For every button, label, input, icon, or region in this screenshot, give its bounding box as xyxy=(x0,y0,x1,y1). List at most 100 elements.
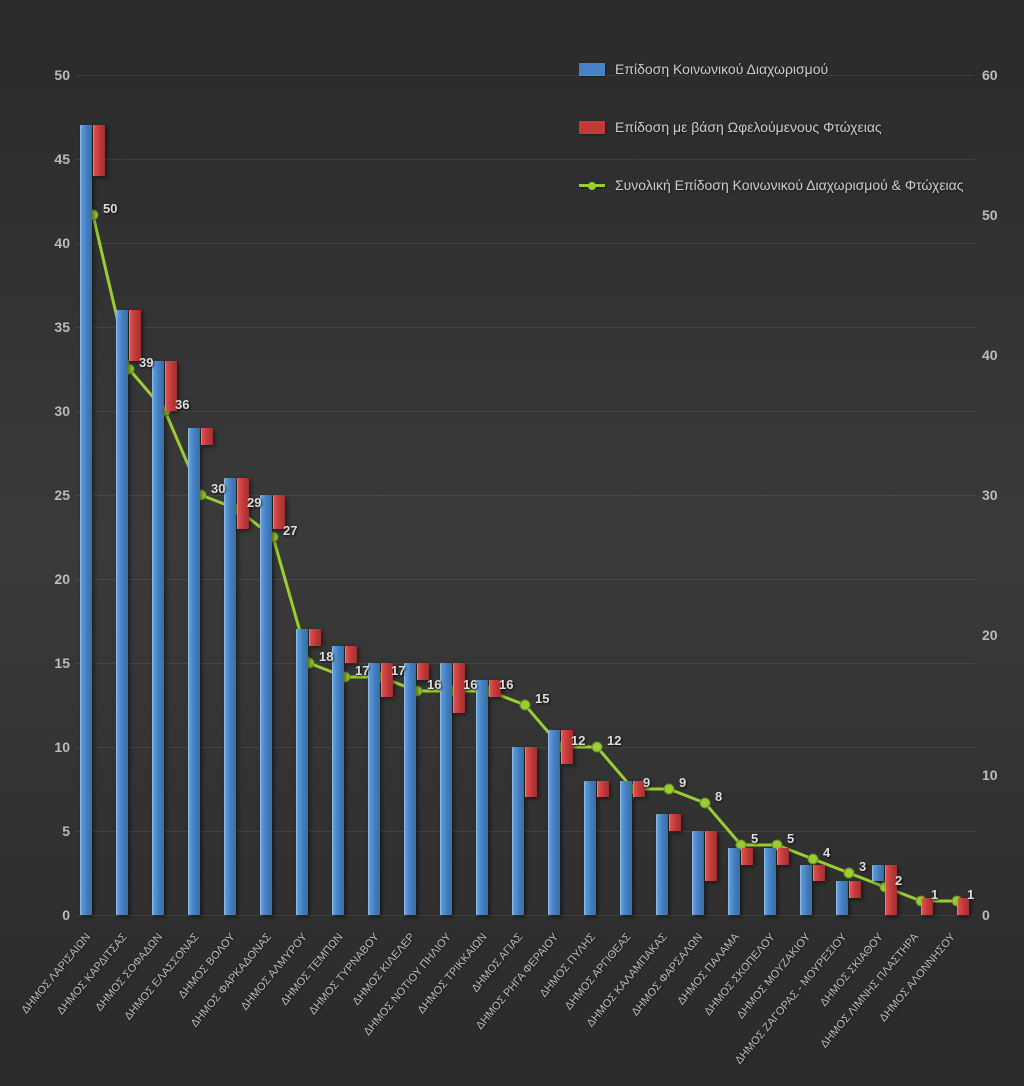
bar-red xyxy=(309,629,321,646)
x-axis-category: ΔΗΜΟΣ ΤΥΡΝΑΒΟΥ xyxy=(307,931,382,1017)
bar-group xyxy=(224,478,249,915)
bar-group xyxy=(260,495,285,915)
y-axis-tick-left: 30 xyxy=(40,403,70,419)
plot-area: 5039363029271817171616161512129985543211 xyxy=(75,75,975,915)
x-axis-category: ΔΗΜΟΣ ΦΑΡΣΑΛΩΝ xyxy=(630,931,706,1018)
y-axis-tick-left: 35 xyxy=(40,319,70,335)
bar-blue xyxy=(260,495,272,915)
bar-red xyxy=(345,646,357,663)
bar-group xyxy=(800,865,825,915)
bar-red xyxy=(129,310,141,360)
y-axis-tick-left: 20 xyxy=(40,571,70,587)
bar-group xyxy=(620,781,645,915)
x-axis-category: ΔΗΜΟΣ ΛΑΡΙΣΑΙΩΝ xyxy=(20,931,94,1016)
data-label: 16 xyxy=(499,677,513,692)
y-axis-tick-left: 25 xyxy=(40,487,70,503)
bar-group xyxy=(836,881,861,915)
bar-blue xyxy=(692,831,704,915)
bar-group xyxy=(728,848,753,915)
x-axis-category: ΔΗΜΟΣ ΣΚΙΑΘΟΥ xyxy=(818,931,886,1009)
grid-line xyxy=(75,159,975,160)
data-label: 50 xyxy=(103,201,117,216)
data-label: 17 xyxy=(355,663,369,678)
grid-line xyxy=(75,243,975,244)
data-label: 29 xyxy=(247,495,261,510)
bar-blue xyxy=(296,629,308,915)
bar-blue xyxy=(656,814,668,915)
bar-group xyxy=(440,663,465,915)
data-label: 30 xyxy=(211,481,225,496)
bar-blue xyxy=(404,663,416,915)
y-axis-tick-right: 60 xyxy=(982,67,1012,83)
y-axis-tick-left: 50 xyxy=(40,67,70,83)
y-axis-tick-right: 50 xyxy=(982,207,1012,223)
data-label: 16 xyxy=(427,677,441,692)
bar-blue xyxy=(548,730,560,915)
bar-blue xyxy=(152,361,164,915)
bar-group xyxy=(368,663,393,915)
data-label: 39 xyxy=(139,355,153,370)
data-label: 36 xyxy=(175,397,189,412)
bar-blue xyxy=(764,848,776,915)
bar-red xyxy=(201,428,213,445)
bar-blue xyxy=(440,663,452,915)
bar-red xyxy=(669,814,681,831)
bar-blue xyxy=(80,125,92,915)
bar-red xyxy=(777,848,789,865)
y-axis-tick-left: 40 xyxy=(40,235,70,251)
data-label: 27 xyxy=(283,523,297,538)
y-axis-tick-right: 10 xyxy=(982,767,1012,783)
data-label: 5 xyxy=(787,831,794,846)
data-label: 2 xyxy=(895,873,902,888)
bar-group xyxy=(296,629,321,915)
bar-group xyxy=(476,680,501,915)
x-axis-category: ΔΗΜΟΣ ΚΙΛΕΛΕΡ xyxy=(351,931,418,1008)
bar-group xyxy=(656,814,681,915)
line-marker xyxy=(520,700,530,710)
line-marker xyxy=(700,798,710,808)
x-axis-category: ΔΗΜΟΣ ΑΡΓΙΘΕΑΣ xyxy=(563,931,634,1012)
bar-group xyxy=(152,361,177,915)
bar-group xyxy=(332,646,357,915)
line-marker xyxy=(808,854,818,864)
bar-blue xyxy=(728,848,740,915)
bar-group xyxy=(944,898,969,915)
bar-red xyxy=(849,881,861,898)
data-label: 12 xyxy=(571,733,585,748)
bar-red xyxy=(741,848,753,865)
bar-blue xyxy=(368,663,380,915)
x-axis-category: ΔΗΜΟΣ ΤΡΙΚΚΑΙΩΝ xyxy=(415,931,489,1016)
y-axis-tick-right: 40 xyxy=(982,347,1012,363)
grid-line xyxy=(75,75,975,76)
bar-red xyxy=(93,125,105,175)
bar-red xyxy=(813,865,825,882)
x-axis-category: ΔΗΜΟΣ ΑΛΜΥΡΟΥ xyxy=(238,931,309,1013)
bar-group xyxy=(512,747,537,915)
bar-group xyxy=(548,730,573,915)
y-axis-tick-right: 20 xyxy=(982,627,1012,643)
y-axis-tick-left: 10 xyxy=(40,739,70,755)
bar-blue xyxy=(800,865,812,915)
y-axis-tick-right: 0 xyxy=(982,907,1012,923)
bar-red xyxy=(705,831,717,881)
bar-group xyxy=(764,848,789,915)
bar-blue xyxy=(512,747,524,915)
grid-line xyxy=(75,915,975,916)
bar-blue xyxy=(476,680,488,915)
bar-group xyxy=(188,428,213,915)
bar-blue xyxy=(836,881,848,915)
y-axis-tick-right: 30 xyxy=(982,487,1012,503)
x-axis-category: ΔΗΜΟΣ ΤΕΜΠΩΝ xyxy=(279,931,346,1008)
data-label: 3 xyxy=(859,859,866,874)
data-label: 4 xyxy=(823,845,830,860)
grid-line xyxy=(75,327,975,328)
bar-blue xyxy=(872,865,884,882)
bar-red xyxy=(525,747,537,797)
bar-group xyxy=(908,898,933,915)
line-marker xyxy=(664,784,674,794)
x-axis-category: ΔΗΜΟΣ ΑΛΟΝΝΗΣΟΥ xyxy=(877,931,958,1024)
bar-group xyxy=(872,865,897,915)
data-label: 15 xyxy=(535,691,549,706)
y-axis-tick-left: 45 xyxy=(40,151,70,167)
data-label: 12 xyxy=(607,733,621,748)
